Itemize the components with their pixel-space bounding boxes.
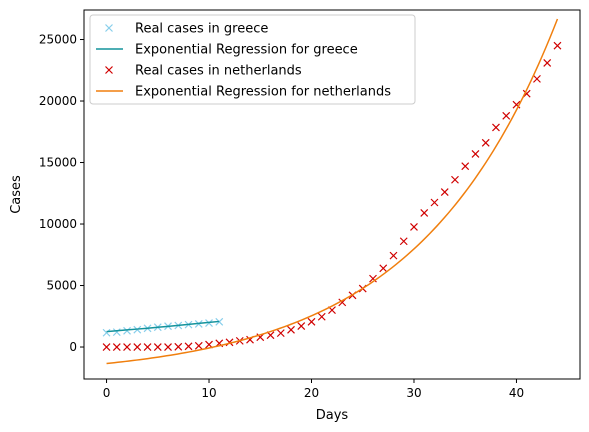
y-axis: 0 5000 10000 15000 20000 25000	[39, 33, 84, 354]
data-point	[287, 325, 295, 334]
x-tick-label: 0	[103, 386, 111, 400]
x-tick-label: 20	[304, 386, 319, 400]
x-tick-label: 10	[201, 386, 216, 400]
data-point	[123, 326, 131, 335]
y-axis-label: Cases	[9, 175, 24, 214]
data-point	[389, 251, 398, 260]
y-tick-label: 5000	[46, 279, 77, 293]
data-point	[410, 223, 418, 231]
data-point	[471, 149, 480, 158]
data-point	[102, 343, 111, 351]
data-point	[297, 322, 306, 331]
x-tick-label: 40	[509, 386, 524, 400]
legend-label: Exponential Regression for greece	[135, 43, 358, 58]
data-point	[112, 328, 121, 337]
data-point	[276, 329, 285, 338]
data-point	[481, 138, 490, 147]
data-point	[543, 58, 552, 67]
data-point	[492, 123, 500, 132]
data-point	[451, 175, 459, 184]
data-point	[317, 312, 326, 321]
data-point	[440, 188, 449, 196]
data-point	[164, 343, 172, 351]
data-point	[225, 338, 234, 347]
data-point	[553, 41, 562, 50]
series-line-1	[106, 320, 220, 333]
y-tick-label: 10000	[39, 217, 77, 231]
data-point	[379, 264, 388, 273]
y-tick-label: 25000	[39, 33, 77, 47]
data-point	[307, 317, 316, 326]
data-point	[153, 343, 162, 351]
data-point	[399, 237, 408, 246]
data-point	[184, 342, 193, 351]
legend-box	[89, 14, 416, 105]
legend-label: Real cases in greece	[135, 22, 268, 37]
data-point	[133, 343, 142, 351]
data-point	[194, 341, 203, 350]
data-point	[174, 342, 183, 351]
x-axis-label: Days	[316, 408, 349, 423]
legend-label: Exponential Regression for netherlands	[135, 85, 391, 100]
data-point	[112, 343, 121, 351]
y-tick-label: 15000	[39, 156, 77, 170]
y-tick-label: 20000	[39, 94, 77, 108]
data-point	[420, 209, 429, 217]
data-point	[102, 328, 111, 337]
data-point	[123, 343, 131, 351]
data-point	[502, 111, 511, 120]
data-point	[430, 198, 439, 207]
legend: Real cases in greece Exponential Regressi…	[89, 14, 416, 105]
legend-swatch-marker	[105, 66, 113, 74]
y-tick-label: 0	[69, 340, 77, 354]
axes-frame	[83, 9, 581, 380]
series-line-3	[106, 18, 559, 365]
data-point	[369, 274, 377, 283]
x-axis: 0 10 20 30 40	[103, 379, 524, 400]
series-layer	[102, 18, 562, 365]
data-point	[461, 162, 470, 171]
plot-area	[83, 9, 581, 380]
series-markers-2	[102, 41, 562, 351]
data-point	[143, 343, 152, 351]
legend-swatch-marker	[105, 24, 113, 32]
data-point	[533, 74, 541, 83]
legend-label: Real cases in netherlands	[135, 64, 302, 79]
x-tick-label: 30	[406, 386, 421, 400]
